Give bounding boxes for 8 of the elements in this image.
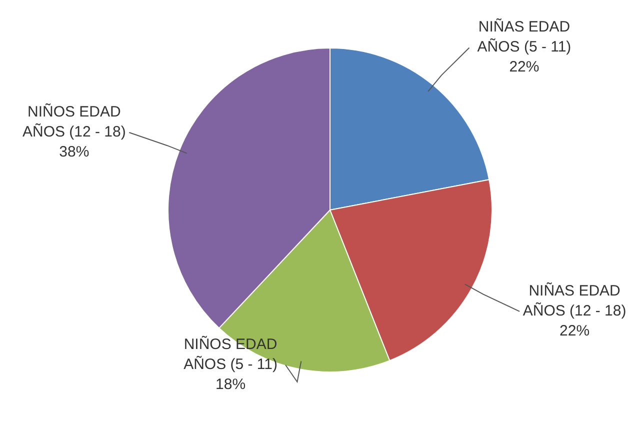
slice-label: NIÑAS EDAD AÑOS (5 - 11) (477, 18, 572, 56)
slice-label: NIÑOS EDAD AÑOS (12 - 18) (22, 102, 126, 140)
data-label: 38% (59, 143, 90, 160)
data-label: 22% (509, 58, 540, 76)
data-label: 18% (216, 376, 246, 393)
slice-label: NIÑAS EDAD AÑOS (12 - 18) (522, 281, 626, 320)
slice-label: NIÑOS EDAD AÑOS (5 - 11) (184, 334, 278, 373)
data-label: 22% (560, 322, 590, 340)
